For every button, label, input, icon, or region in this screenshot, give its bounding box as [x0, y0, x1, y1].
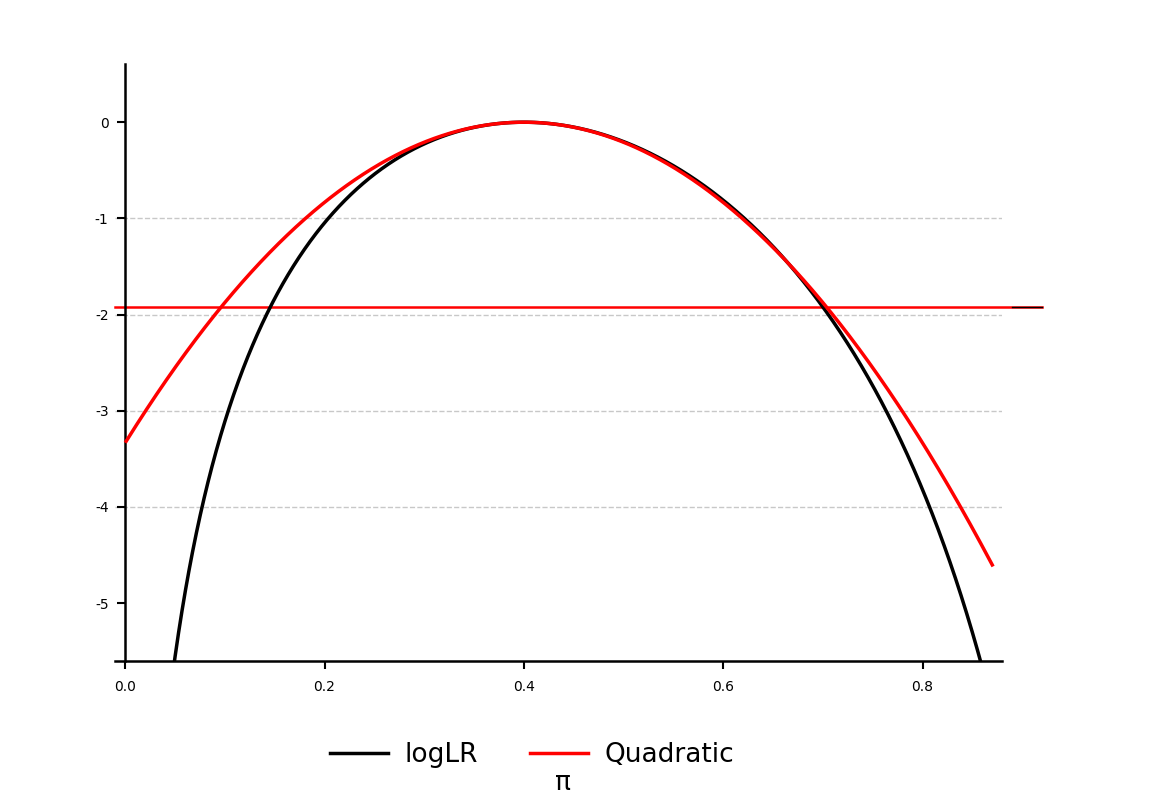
- Legend: logLR, Quadratic: logLR, Quadratic: [319, 732, 744, 779]
- Text: π: π: [555, 771, 571, 796]
